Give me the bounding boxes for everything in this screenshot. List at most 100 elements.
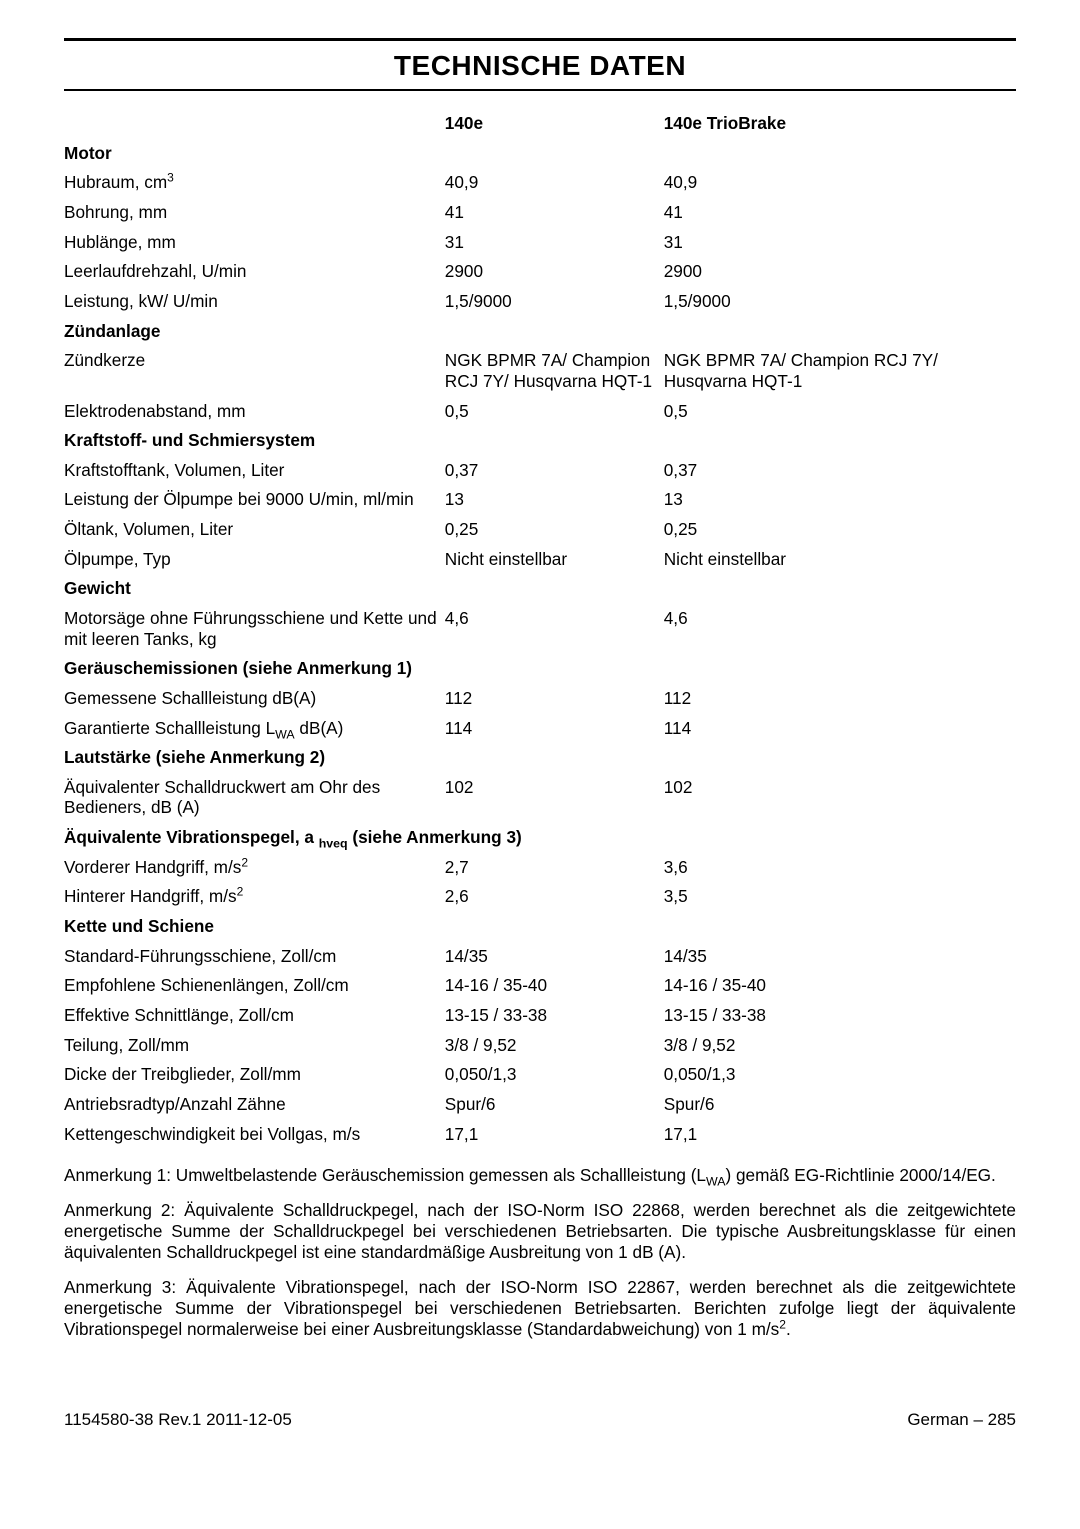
table-row: Elektrodenabstand, mm0,50,5	[64, 396, 1016, 426]
row-label: Hubraum, cm3	[64, 168, 445, 198]
row-label: Ölpumpe, Typ	[64, 544, 445, 574]
row-value-1: 41	[445, 198, 664, 228]
row-label: Kette und Schiene	[64, 912, 1016, 942]
col1-header: 140e	[445, 109, 664, 139]
row-label: Elektrodenabstand, mm	[64, 396, 445, 426]
rule-under-title	[64, 89, 1016, 91]
table-row: Kraftstofftank, Volumen, Liter0,370,37	[64, 455, 1016, 485]
section-row: Gewicht	[64, 574, 1016, 604]
section-row: Äquivalente Vibrationspegel, a hveq (sie…	[64, 823, 1016, 853]
row-label: Standard-Führungsschiene, Zoll/cm	[64, 941, 445, 971]
row-label: Öltank, Volumen, Liter	[64, 515, 445, 545]
row-label: Antriebsradtyp/Anzahl Zähne	[64, 1089, 445, 1119]
row-value-1: 114	[445, 713, 664, 743]
row-value-1: 2,7	[445, 852, 664, 882]
row-label: Zündkerze	[64, 346, 445, 396]
page-footer: 1154580-38 Rev.1 2011-12-05 German – 285	[64, 1410, 1016, 1430]
row-label: Hinterer Handgriff, m/s2	[64, 882, 445, 912]
row-value-2: 14/35	[664, 941, 1016, 971]
row-value-1: 14-16 / 35-40	[445, 971, 664, 1001]
row-value-2: 0,5	[664, 396, 1016, 426]
row-value-1: 13	[445, 485, 664, 515]
table-row: Bohrung, mm4141	[64, 198, 1016, 228]
row-value-2: 102	[664, 772, 1016, 822]
row-label: Vorderer Handgriff, m/s2	[64, 852, 445, 882]
row-value-1: 0,37	[445, 455, 664, 485]
header-row: 140e 140e TrioBrake	[64, 109, 1016, 139]
table-row: Hublänge, mm3131	[64, 227, 1016, 257]
row-value-1: Spur/6	[445, 1089, 664, 1119]
table-row: Garantierte Schallleistung LWA dB(A)1141…	[64, 713, 1016, 743]
note-1: Anmerkung 1: Umweltbelastende Geräuschem…	[64, 1165, 1016, 1186]
row-label: Kettengeschwindigkeit bei Vollgas, m/s	[64, 1119, 445, 1149]
row-value-1: Nicht einstellbar	[445, 544, 664, 574]
section-row: Motor	[64, 138, 1016, 168]
row-label: Dicke der Treibglieder, Zoll/mm	[64, 1060, 445, 1090]
row-label: Leistung, kW/ U/min	[64, 286, 445, 316]
row-value-2: 3/8 / 9,52	[664, 1030, 1016, 1060]
row-value-2: 0,25	[664, 515, 1016, 545]
row-value-2: Spur/6	[664, 1089, 1016, 1119]
table-row: Teilung, Zoll/mm3/8 / 9,523/8 / 9,52	[64, 1030, 1016, 1060]
table-row: Ölpumpe, TypNicht einstellbarNicht einst…	[64, 544, 1016, 574]
page-title: TECHNISCHE DATEN	[64, 49, 1016, 83]
section-row: Lautstärke (siehe Anmerkung 2)	[64, 743, 1016, 773]
row-label: Gewicht	[64, 574, 1016, 604]
row-label: Effektive Schnittlänge, Zoll/cm	[64, 1000, 445, 1030]
table-row: Kettengeschwindigkeit bei Vollgas, m/s 17…	[64, 1119, 1016, 1149]
row-value-2: 41	[664, 198, 1016, 228]
row-label: Leistung der Ölpumpe bei 9000 U/min, ml/…	[64, 485, 445, 515]
footer-left: 1154580-38 Rev.1 2011-12-05	[64, 1410, 292, 1430]
row-value-1: 40,9	[445, 168, 664, 198]
row-value-1: 0,050/1,3	[445, 1060, 664, 1090]
row-label: Empfohlene Schienenlängen, Zoll/cm	[64, 971, 445, 1001]
table-row: Vorderer Handgriff, m/s22,73,6	[64, 852, 1016, 882]
row-label: Motor	[64, 138, 1016, 168]
table-row: Effektive Schnittlänge, Zoll/cm13-15 / 3…	[64, 1000, 1016, 1030]
footer-right: German – 285	[907, 1410, 1016, 1430]
row-value-1: 13-15 / 33-38	[445, 1000, 664, 1030]
row-label: Zündanlage	[64, 316, 1016, 346]
row-label: Kraftstoff- und Schmiersystem	[64, 426, 1016, 456]
row-value-2: 3,5	[664, 882, 1016, 912]
row-value-2: 0,050/1,3	[664, 1060, 1016, 1090]
spec-table: 140e 140e TrioBrake MotorHubraum, cm340,…	[64, 109, 1016, 1149]
row-label: Lautstärke (siehe Anmerkung 2)	[64, 743, 1016, 773]
section-row: Kette und Schiene	[64, 912, 1016, 942]
row-value-2: 13-15 / 33-38	[664, 1000, 1016, 1030]
row-value-1: 4,6	[445, 603, 664, 653]
table-row: Leistung der Ölpumpe bei 9000 U/min, ml/…	[64, 485, 1016, 515]
row-label: Gemessene Schallleistung dB(A)	[64, 683, 445, 713]
row-label: Leerlaufdrehzahl, U/min	[64, 257, 445, 287]
row-label: Teilung, Zoll/mm	[64, 1030, 445, 1060]
row-label: Motorsäge ohne Führungsschiene und Kette…	[64, 603, 445, 653]
table-row: Leerlaufdrehzahl, U/min29002900	[64, 257, 1016, 287]
row-value-1: 3/8 / 9,52	[445, 1030, 664, 1060]
row-value-2: 14-16 / 35-40	[664, 971, 1016, 1001]
row-value-1: 31	[445, 227, 664, 257]
row-value-1: 14/35	[445, 941, 664, 971]
col2-header: 140e TrioBrake	[664, 109, 1016, 139]
row-value-2: 13	[664, 485, 1016, 515]
row-value-1: 2,6	[445, 882, 664, 912]
row-label: Geräuschemissionen (siehe Anmerkung 1)	[64, 654, 1016, 684]
row-value-2: 31	[664, 227, 1016, 257]
section-row: Geräuschemissionen (siehe Anmerkung 1)	[64, 654, 1016, 684]
row-value-2: 2900	[664, 257, 1016, 287]
row-value-1: 0,5	[445, 396, 664, 426]
table-row: Öltank, Volumen, Liter0,250,25	[64, 515, 1016, 545]
note-2: Anmerkung 2: Äquivalente Schalldruckpege…	[64, 1200, 1016, 1263]
row-value-2: 3,6	[664, 852, 1016, 882]
section-row: Zündanlage	[64, 316, 1016, 346]
row-value-2: 1,5/9000	[664, 286, 1016, 316]
row-value-2: 17,1	[664, 1119, 1016, 1149]
row-value-1: NGK BPMR 7A/ Champion RCJ 7Y/ Husqvarna …	[445, 346, 664, 396]
table-row: Motorsäge ohne Führungsschiene und Kette…	[64, 603, 1016, 653]
notes: Anmerkung 1: Umweltbelastende Geräuschem…	[64, 1165, 1016, 1340]
table-row: Leistung, kW/ U/min1,5/90001,5/9000	[64, 286, 1016, 316]
row-value-1: 102	[445, 772, 664, 822]
table-row: ZündkerzeNGK BPMR 7A/ Champion RCJ 7Y/ H…	[64, 346, 1016, 396]
table-row: Standard-Führungsschiene, Zoll/cm14/3514…	[64, 941, 1016, 971]
table-row: Gemessene Schallleistung dB(A)112112	[64, 683, 1016, 713]
row-value-1: 0,25	[445, 515, 664, 545]
